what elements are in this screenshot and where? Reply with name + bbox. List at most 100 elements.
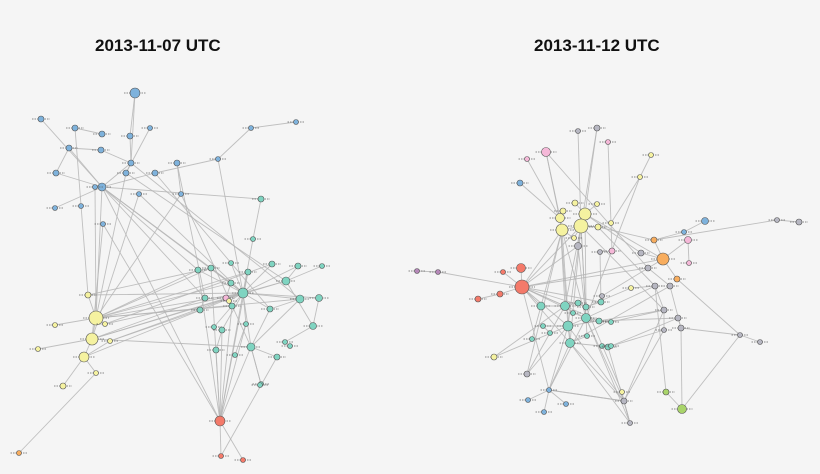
- graph-node-blue: [124, 87, 146, 99]
- graph-node-gray: [751, 339, 769, 345]
- graph-edge: [585, 287, 632, 308]
- graph-edge: [607, 346, 631, 424]
- edge-layer: [18, 92, 323, 461]
- graph-node-teal: [223, 302, 241, 310]
- graph-node-teal: [251, 382, 269, 388]
- graph-edge: [95, 282, 232, 319]
- graph-node-blue: [519, 397, 537, 403]
- graph-edge: [269, 298, 301, 310]
- graph-edge: [623, 329, 665, 402]
- graph-node-teal: [523, 336, 541, 342]
- graph-edge: [219, 323, 247, 422]
- graph-node-yellow: [566, 199, 584, 207]
- graph-edge: [176, 162, 206, 299]
- graph-node-blue: [32, 115, 50, 123]
- graph-edge: [654, 285, 665, 311]
- graph-node-gray: [588, 124, 606, 132]
- graph-node-teal: [303, 322, 323, 330]
- graph-node-blue: [146, 169, 164, 177]
- graph-node-teal: [226, 352, 244, 358]
- graph-node-red: [494, 269, 512, 275]
- graph-node-blue: [172, 191, 190, 197]
- graph-edge: [580, 225, 665, 311]
- graph-node-red: [209, 415, 231, 427]
- graph-edge: [54, 186, 103, 209]
- graph-node-yellow: [79, 291, 97, 299]
- graph-node-green: [657, 388, 675, 396]
- graph-edge: [91, 338, 252, 348]
- graph-node-teal: [276, 339, 294, 345]
- graph-node-yellow: [602, 220, 620, 226]
- graph-edge: [569, 342, 625, 402]
- graph-edge: [519, 182, 561, 219]
- graph-edge: [521, 286, 550, 391]
- graph-node-purple: [429, 269, 447, 275]
- graph-edge: [285, 265, 323, 282]
- graph-node-gray: [669, 314, 687, 322]
- graph-edge: [521, 267, 649, 288]
- graph-node-teal: [222, 260, 240, 266]
- graph-edge: [221, 292, 244, 331]
- graph-node-teal: [261, 305, 279, 313]
- graph-node-yellow: [568, 218, 594, 234]
- panel-title-left: 2013-11-07 UTC: [95, 36, 221, 55]
- graph-node-teal: [602, 319, 620, 325]
- graph-node-red: [491, 290, 509, 298]
- graph-node-pink: [535, 147, 557, 157]
- graph-edge: [210, 267, 244, 294]
- edge-layer: [416, 127, 800, 424]
- graph-edge: [154, 172, 271, 310]
- graph-node-red: [509, 279, 535, 295]
- graph-edge: [521, 258, 664, 288]
- graph-edge: [95, 305, 233, 319]
- graph-edge: [526, 305, 566, 375]
- graph-edge: [493, 305, 566, 358]
- graph-edge: [585, 317, 625, 402]
- graph-edge: [217, 127, 252, 160]
- graph-edge: [653, 231, 685, 241]
- graph-node-blue: [141, 125, 159, 131]
- graph-edge: [197, 269, 244, 294]
- graph-node-teal: [252, 195, 270, 203]
- graph-node-gray: [569, 128, 587, 134]
- graph-edge: [74, 127, 103, 135]
- graph-node-pink: [599, 139, 617, 145]
- graph-node-gray: [621, 420, 639, 426]
- graph-edge: [130, 162, 301, 300]
- graph-edge: [545, 151, 649, 269]
- graph-edge: [531, 305, 542, 340]
- graph-edge: [95, 292, 244, 319]
- graph-node-yellow: [96, 321, 114, 327]
- graph-edge: [250, 308, 271, 348]
- graph-node-blue: [66, 124, 84, 132]
- graph-node-gray: [591, 249, 609, 255]
- graph-node-teal: [222, 279, 240, 287]
- graph-edge: [154, 158, 219, 174]
- graph-edge: [250, 346, 278, 358]
- graph-node-gray: [568, 242, 588, 250]
- graph-node-gray: [731, 332, 749, 338]
- graph-node-yellow: [642, 152, 660, 158]
- graph-node-teal: [239, 268, 257, 276]
- graph-edge: [219, 420, 244, 461]
- graph-edge: [95, 271, 249, 319]
- graph-edge: [623, 309, 665, 402]
- graph-node-gray: [768, 217, 786, 223]
- graph-node-yellow: [29, 346, 47, 352]
- graph-node-teal: [202, 264, 220, 272]
- graph-node-teal: [191, 306, 209, 314]
- graph-edge: [676, 278, 741, 336]
- graph-edge: [680, 327, 741, 336]
- graph-node-blue: [511, 179, 529, 187]
- graph-edge: [242, 265, 299, 294]
- graph-edge: [526, 158, 561, 219]
- graph-node-teal: [590, 317, 608, 325]
- graph-edge: [242, 238, 254, 294]
- graph-node-teal: [290, 294, 310, 304]
- graph-node-teal: [592, 298, 610, 306]
- graph-node-blue: [121, 132, 139, 140]
- graph-edge: [55, 147, 70, 174]
- graph-edge: [647, 267, 671, 287]
- graph-node-teal: [289, 262, 307, 270]
- graph-node-teal: [557, 320, 579, 332]
